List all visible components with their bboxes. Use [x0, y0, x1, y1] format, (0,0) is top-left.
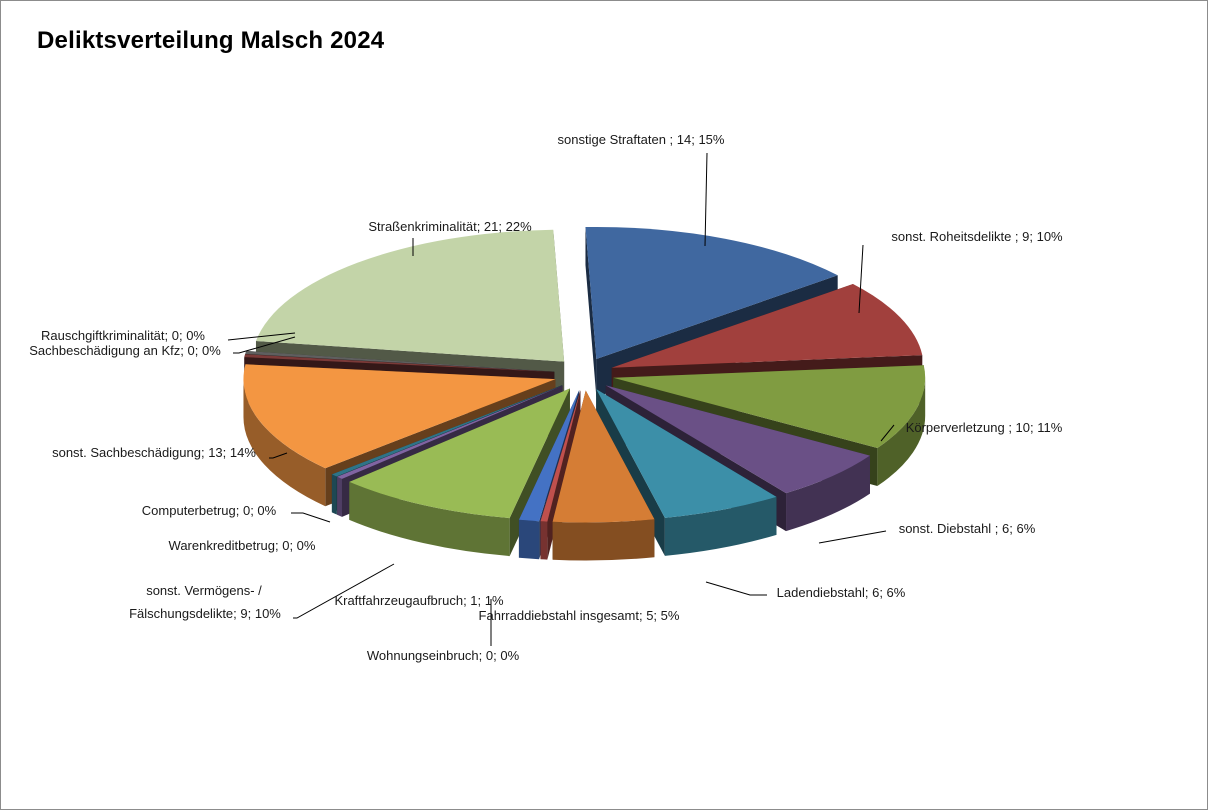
label-sonst-sachbeschaedigung: sonst. Sachbeschädigung; 13; 14%	[52, 445, 256, 460]
label-warenkreditbetrug: Warenkreditbetrug; 0; 0%	[169, 538, 316, 553]
wohnungseinbruch-slice	[540, 390, 581, 522]
ladendiebstahl-slice	[596, 389, 777, 518]
sonst-diebstahl-side-0	[786, 455, 870, 532]
sonstige-straftaten-wall-0	[585, 227, 597, 397]
label-sonst-vermoegens-line1: sonst. Vermögens- /	[146, 583, 262, 598]
sonst-vermoegens-faelschungsdelikte-slice	[349, 388, 570, 519]
sonst-sachbeschaedigung-side-0	[243, 379, 326, 507]
sonst-diebstahl-slice	[605, 385, 870, 494]
leader-sonst-diebstahl	[818, 530, 887, 544]
leader-computerbetrug	[291, 512, 331, 523]
computerbetrug-slice	[331, 385, 563, 477]
label-computerbetrug: Computerbetrug; 0; 0%	[142, 503, 277, 518]
label-strassenkriminalitaet: Straßenkriminalität; 21; 22%	[368, 219, 532, 234]
label-fahrraddiebstahl: Fahrraddiebstahl insgesamt; 5; 5%	[479, 608, 680, 623]
label-sonst-vermoegens-line2: Fälschungsdelikte; 9; 10%	[129, 606, 281, 621]
rauschgiftkriminalitaet-slice	[245, 350, 555, 372]
sonstige-straftaten-slice	[585, 226, 838, 359]
warenkreditbetrug-slice	[337, 385, 563, 479]
pie-data-labels: sonstige Straftaten ; 14; 15% sonst. Rohe…	[29, 132, 1063, 663]
label-ladendiebstahl: Ladendiebstahl; 6; 6%	[777, 585, 906, 600]
leader-sonstige-straftaten	[704, 152, 708, 247]
computerbetrug-side-0	[331, 474, 337, 515]
leader-sonst-sachbeschaedigung	[269, 452, 288, 459]
label-kraftfahrzeugaufbruch: Kraftfahrzeugaufbruch; 1; 1%	[334, 593, 504, 608]
leader-sonst-vermoegens	[293, 563, 395, 619]
koerperverletzung-side-0	[877, 377, 926, 487]
warenkreditbetrug-side-0	[337, 476, 342, 517]
leader-rauschgiftkriminalitaet	[227, 332, 296, 341]
leader-ladendiebstahl	[705, 581, 767, 596]
label-koerperverletzung: Körperverletzung ; 10; 11%	[906, 420, 1063, 435]
label-sonstige-straftaten: sonstige Straftaten ; 14; 15%	[558, 132, 725, 147]
kraftfahrzeugaufbruch-slice	[518, 390, 580, 522]
leader-sachbeschaedigung-an-kfz	[233, 336, 296, 354]
strassenkriminalitaet-slice	[255, 229, 565, 362]
fahrraddiebstahl-insgesamt-side-0	[552, 519, 655, 561]
label-rauschgiftkriminalitaet: Rauschgiftkriminalität; 0; 0%	[41, 328, 205, 343]
chart-title: Deliktsverteilung Malsch 2024	[37, 27, 385, 54]
pie-leader-lines	[227, 152, 895, 646]
leader-sonst-roheitsdelikte	[858, 244, 864, 314]
label-sonst-diebstahl: sonst. Diebstahl ; 6; 6%	[899, 521, 1036, 536]
sonst-sachbeschaedigung-slice	[243, 364, 556, 469]
wohnungseinbruch-wall-1	[540, 390, 581, 560]
label-sachbeschaedigung-an-kfz: Sachbeschädigung an Kfz; 0; 0%	[29, 343, 221, 358]
koerperverletzung-slice	[613, 365, 926, 449]
kraftfahrzeugaufbruch-side-0	[518, 519, 540, 560]
ladendiebstahl-side-0	[664, 496, 777, 556]
leader-koerperverletzung	[880, 424, 895, 442]
sonst-vermoegens-faelschungsdelikte-side-0	[349, 481, 510, 557]
label-sonst-roheitsdelikte: sonst. Roheitsdelikte ; 9; 10%	[891, 229, 1063, 244]
label-wohnungseinbruch: Wohnungseinbruch; 0; 0%	[367, 648, 520, 663]
pie-tops	[243, 226, 926, 523]
sachbeschaedigung-an-kfz-slice	[244, 354, 555, 372]
wohnungseinbruch-side-0	[540, 521, 548, 560]
fahrraddiebstahl-insgesamt-slice	[552, 390, 655, 523]
sonst-roheitsdelikte-slice	[611, 284, 923, 368]
